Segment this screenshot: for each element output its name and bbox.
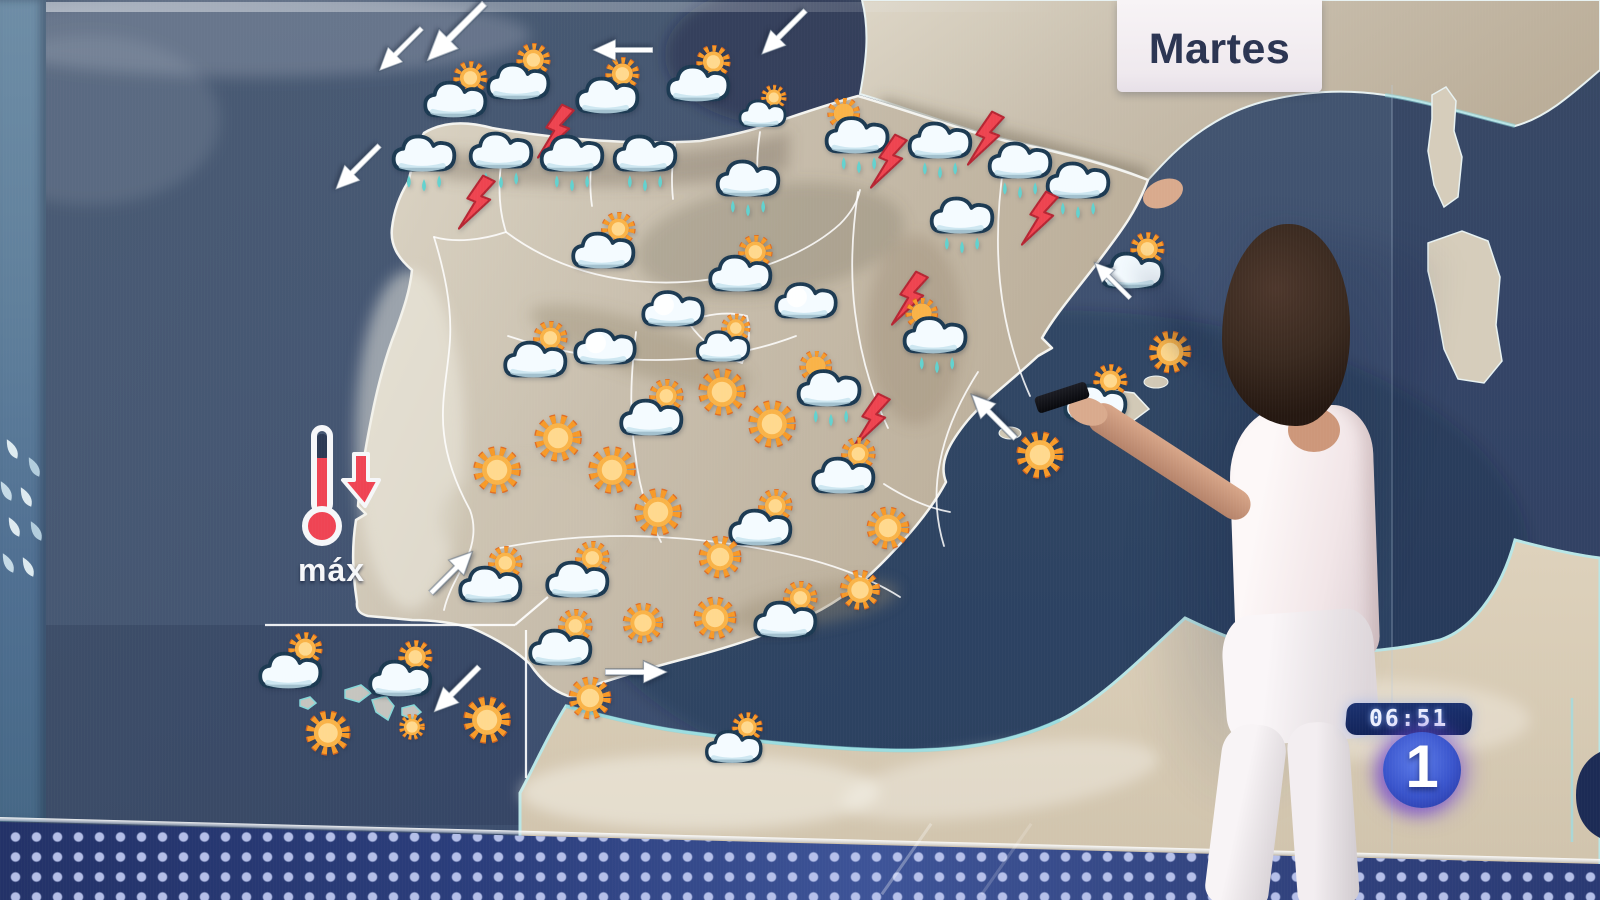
wind-arrow-icon xyxy=(605,659,669,686)
sun-icon xyxy=(584,442,640,498)
sun-cloud-icon xyxy=(456,546,534,608)
sun-icon xyxy=(694,364,750,420)
sun-cloud-icon xyxy=(703,712,773,768)
presenter-hair xyxy=(1222,224,1350,426)
sun-icon xyxy=(863,503,913,553)
sun-icon xyxy=(565,673,615,723)
channel-number: 1 xyxy=(1405,733,1439,800)
sun-cloud-icon xyxy=(526,609,604,671)
corsica-island xyxy=(1427,86,1463,209)
channel-logo-la1: 1 xyxy=(1383,732,1461,808)
canary-inset-divider xyxy=(265,596,549,778)
sardinia-island xyxy=(1427,230,1503,384)
sun-cloud-rain-icon xyxy=(897,298,975,382)
sun-cloud-icon xyxy=(751,581,829,643)
sun-cloud-rain-icon xyxy=(791,351,869,435)
bolt-icon xyxy=(853,391,891,453)
sun-cloud-icon xyxy=(573,57,651,119)
cloud-rain-icon xyxy=(1042,153,1114,227)
sun-cloud-icon xyxy=(617,379,695,441)
max-label: máx xyxy=(298,552,366,588)
sun-cloud-rain-icon xyxy=(819,98,897,182)
bolt-icon xyxy=(458,173,496,235)
day-label: Martes xyxy=(1148,24,1291,73)
bolt-icon xyxy=(891,269,929,331)
raindrops-graphic xyxy=(0,439,42,577)
sun-icon xyxy=(397,712,428,743)
bolt-icon xyxy=(967,109,1005,171)
sun-icon xyxy=(530,410,586,466)
sun-cloud-icon xyxy=(809,437,887,499)
sun-icon xyxy=(744,396,800,452)
bolt-icon xyxy=(1021,189,1059,251)
wind-arrow-icon xyxy=(413,0,496,75)
sun-icon xyxy=(695,532,745,582)
wind-arrow-icon xyxy=(369,19,431,81)
cloud-rain-icon xyxy=(904,113,976,187)
sun-cloud-icon xyxy=(421,61,499,123)
day-label-box: Martes xyxy=(1117,0,1322,92)
clock-time: 06:51 xyxy=(1369,706,1449,732)
sun-cloud-icon xyxy=(737,84,796,132)
canary-islands xyxy=(299,684,423,722)
sun-cloud-icon xyxy=(569,212,647,274)
sun-cloud-icon xyxy=(256,632,334,694)
sun-cloud-icon xyxy=(366,640,444,702)
cloud-icon xyxy=(637,280,709,332)
cloud-rain-icon xyxy=(926,188,998,262)
sun-icon xyxy=(630,484,686,540)
cloud-icon xyxy=(569,318,641,370)
sun-icon xyxy=(836,566,884,614)
cloud-haze xyxy=(0,2,1060,12)
max-temp-legend: máx xyxy=(292,424,402,589)
sun-cloud-icon xyxy=(484,43,562,105)
sun-icon xyxy=(469,442,525,498)
sun-icon xyxy=(1145,327,1195,377)
sun-cloud-icon xyxy=(543,541,621,603)
sun-cloud-icon xyxy=(726,489,804,551)
wind-arrow-icon xyxy=(1086,254,1138,306)
bolt-icon xyxy=(870,132,908,194)
sun-cloud-icon xyxy=(664,45,742,107)
wind-arrow-icon xyxy=(961,384,1025,448)
cloud-rain-icon xyxy=(536,126,608,200)
sun-cloud-icon xyxy=(706,235,784,297)
studio-left-panel xyxy=(0,0,46,822)
wind-arrow-icon xyxy=(591,37,653,63)
wind-arrow-icon xyxy=(325,136,389,200)
sun-cloud-icon xyxy=(694,313,760,367)
sun-icon xyxy=(1012,427,1068,483)
cloud-icon xyxy=(770,272,842,324)
sun-icon xyxy=(690,593,740,643)
cloud-rain-icon xyxy=(712,151,784,225)
sun-cloud-icon xyxy=(501,321,579,383)
clock: 06:51 xyxy=(1344,703,1474,735)
wind-arrow-icon xyxy=(751,1,815,65)
cloud-rain-icon xyxy=(388,126,460,200)
cloud-rain-icon xyxy=(609,126,681,200)
sun-icon xyxy=(301,706,354,759)
wind-arrow-icon xyxy=(423,657,489,723)
thermometer-down-icon xyxy=(302,425,381,546)
cloud-rain-icon xyxy=(984,133,1056,207)
presenter-back-leg xyxy=(1285,720,1361,900)
sun-icon xyxy=(459,692,515,748)
sun-icon xyxy=(619,599,667,647)
wind-arrow-icon xyxy=(422,542,483,603)
